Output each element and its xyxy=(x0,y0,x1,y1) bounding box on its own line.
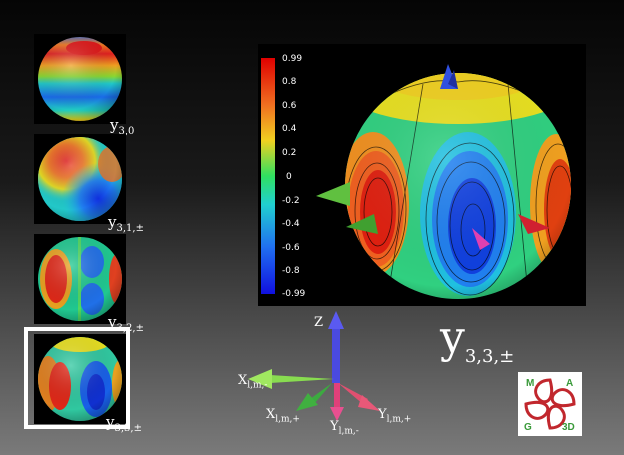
main-sphere xyxy=(345,73,571,299)
colorbar-tick: -0.6 xyxy=(282,243,300,253)
green-cone-marker-center xyxy=(346,214,378,234)
colorbar-tick: 0.8 xyxy=(282,77,297,87)
red-cone-marker xyxy=(518,214,550,234)
main-harmonic-label: y3,3,± xyxy=(440,312,515,367)
axis-label-y-plus: Yl,m,+ xyxy=(378,407,412,425)
thumbnail-y30[interactable] xyxy=(34,34,126,124)
axis-triad xyxy=(248,311,380,421)
svg-text:3D: 3D xyxy=(562,422,575,433)
svg-text:G: G xyxy=(524,422,532,433)
axis-label-z: Z xyxy=(314,315,324,330)
colorbar-tick: -0.99 xyxy=(282,289,306,299)
thumbnail-y33[interactable] xyxy=(34,334,126,424)
thumbnail-label-y30: y3,0 xyxy=(110,116,135,137)
colorbar xyxy=(261,58,275,294)
main-sphere-view xyxy=(261,58,571,299)
thumbnail-y31[interactable] xyxy=(34,134,126,224)
axis-label-x-minus: Xl,m,- xyxy=(238,373,268,391)
sphere-y30 xyxy=(38,37,122,121)
sphere-y31 xyxy=(38,137,122,221)
pink-cone-marker xyxy=(472,228,490,250)
colorbar-tick: -0.8 xyxy=(282,266,300,276)
main-visualization-panel xyxy=(258,44,586,306)
colorbar-tick: 0 xyxy=(286,172,292,182)
sphere-y32 xyxy=(38,237,122,321)
colorbar-tick: 0.4 xyxy=(282,124,297,134)
colorbar-tick: 0.99 xyxy=(282,54,303,64)
sphere-y33 xyxy=(38,337,122,421)
axis-label-y-minus: Yl,m,- xyxy=(330,419,359,437)
colorbar-tick: -0.4 xyxy=(282,219,300,229)
green-cone-marker-left xyxy=(316,182,350,206)
colorbar-tick: -0.2 xyxy=(282,196,300,206)
thumbnail-y32[interactable] xyxy=(34,234,126,324)
thumbnail-label-y33: y3,3,± xyxy=(106,413,142,434)
maga-logo: M A G 3D xyxy=(518,372,582,436)
svg-text:M: M xyxy=(526,378,534,389)
svg-text:A: A xyxy=(566,378,573,389)
axis-label-x-plus: Xl,m,+ xyxy=(266,407,300,425)
colorbar-tick: 0.2 xyxy=(282,148,297,158)
thumbnail-label-y32: y3,2,± xyxy=(108,313,144,334)
thumbnail-label-y31: y3,1,± xyxy=(108,213,144,234)
colorbar-tick: 0.6 xyxy=(282,101,297,111)
